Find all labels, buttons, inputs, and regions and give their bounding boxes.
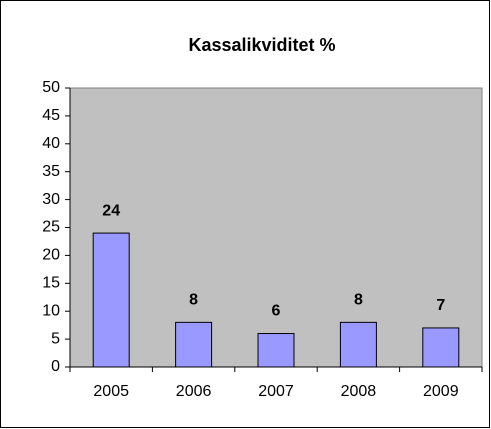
y-tick-label: 10 xyxy=(42,302,60,319)
y-tick-label: 40 xyxy=(42,135,60,152)
data-label: 24 xyxy=(102,202,120,219)
bar xyxy=(257,333,295,368)
bar xyxy=(92,232,130,368)
data-label: 7 xyxy=(436,297,445,314)
y-tick-label: 25 xyxy=(42,219,60,236)
bar xyxy=(422,327,460,368)
y-tick-label: 0 xyxy=(51,358,60,375)
y-tick-label: 20 xyxy=(42,247,60,264)
y-tick-label: 15 xyxy=(42,275,60,292)
chart-title: Kassalikviditet % xyxy=(188,35,335,55)
plot-area xyxy=(69,87,483,368)
x-tick-label: 2007 xyxy=(258,383,294,400)
x-tick-label: 2006 xyxy=(176,383,212,400)
y-tick-label: 30 xyxy=(42,191,60,208)
data-label: 6 xyxy=(272,303,281,320)
data-label: 8 xyxy=(354,292,363,309)
y-tick-label: 50 xyxy=(42,79,60,96)
x-tick-label: 2008 xyxy=(341,383,377,400)
y-tick-label: 5 xyxy=(51,330,60,347)
y-tick-label: 35 xyxy=(42,163,60,180)
bar xyxy=(339,321,377,368)
x-tick-label: 2005 xyxy=(93,383,129,400)
x-tick-label: 2009 xyxy=(423,383,459,400)
y-tick-label: 45 xyxy=(42,107,60,124)
data-label: 8 xyxy=(189,292,198,309)
bar xyxy=(175,321,213,368)
